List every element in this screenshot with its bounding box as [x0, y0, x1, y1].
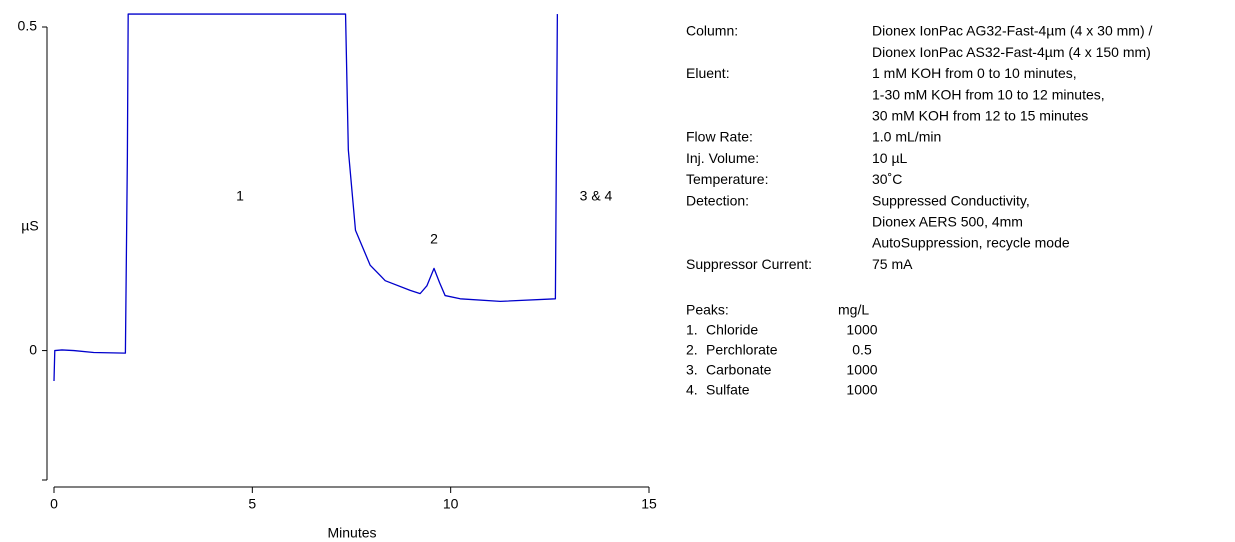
peak-name: Perchlorate — [706, 342, 778, 358]
x-axis-label: Minutes — [327, 525, 376, 541]
condition-value: Dionex IonPac AG32-Fast-4µm (4 x 30 mm) … — [872, 23, 1152, 39]
peak-label: 3 & 4 — [580, 188, 613, 204]
peak-label: 2 — [430, 231, 438, 247]
condition-value: Suppressed Conductivity, — [872, 192, 1030, 208]
y-tick-label: 0 — [29, 341, 37, 357]
condition-value: 1 mM KOH from 0 to 10 minutes, — [872, 65, 1077, 81]
x-tick-label: 15 — [641, 496, 657, 512]
peak-name: Sulfate — [706, 382, 750, 398]
condition-value: AutoSuppression, recycle mode — [872, 235, 1070, 251]
condition-value: 10 µL — [872, 150, 908, 166]
x-tick-label: 5 — [248, 496, 256, 512]
condition-value: 30 mM KOH from 12 to 15 minutes — [872, 108, 1088, 124]
condition-label: Suppressor Current: — [686, 256, 812, 272]
condition-value: Dionex IonPac AS32-Fast-4µm (4 x 150 mm) — [872, 44, 1151, 60]
peak-conc: 1000 — [846, 382, 877, 398]
peak-number: 1. — [686, 322, 698, 338]
peak-number: 4. — [686, 382, 698, 398]
peak-label: 1 — [236, 188, 244, 204]
peak-number: 3. — [686, 362, 698, 378]
y-axis-label: µS — [21, 218, 38, 234]
peak-conc: 1000 — [846, 362, 877, 378]
condition-value: Dionex AERS 500, 4mm — [872, 214, 1023, 230]
condition-label: Detection: — [686, 192, 749, 208]
peaks-header: Peaks: — [686, 302, 729, 318]
y-tick-label: 0.5 — [18, 18, 38, 34]
condition-value: 75 mA — [872, 256, 913, 272]
peak-name: Carbonate — [706, 362, 772, 378]
condition-value: 30˚C — [872, 171, 902, 187]
condition-label: Eluent: — [686, 65, 730, 81]
peak-conc: 1000 — [846, 322, 877, 338]
peak-conc: 0.5 — [852, 342, 872, 358]
peaks-header: mg/L — [838, 302, 869, 318]
condition-label: Inj. Volume: — [686, 150, 759, 166]
condition-label: Temperature: — [686, 171, 768, 187]
condition-label: Flow Rate: — [686, 129, 753, 145]
peak-number: 2. — [686, 342, 698, 358]
trace — [53, 13, 559, 382]
condition-value: 1-30 mM KOH from 10 to 12 minutes, — [872, 86, 1105, 102]
condition-label: Column: — [686, 23, 738, 39]
x-tick-label: 0 — [50, 496, 58, 512]
condition-value: 1.0 mL/min — [872, 129, 941, 145]
x-tick-label: 10 — [443, 496, 459, 512]
peak-name: Chloride — [706, 322, 758, 338]
